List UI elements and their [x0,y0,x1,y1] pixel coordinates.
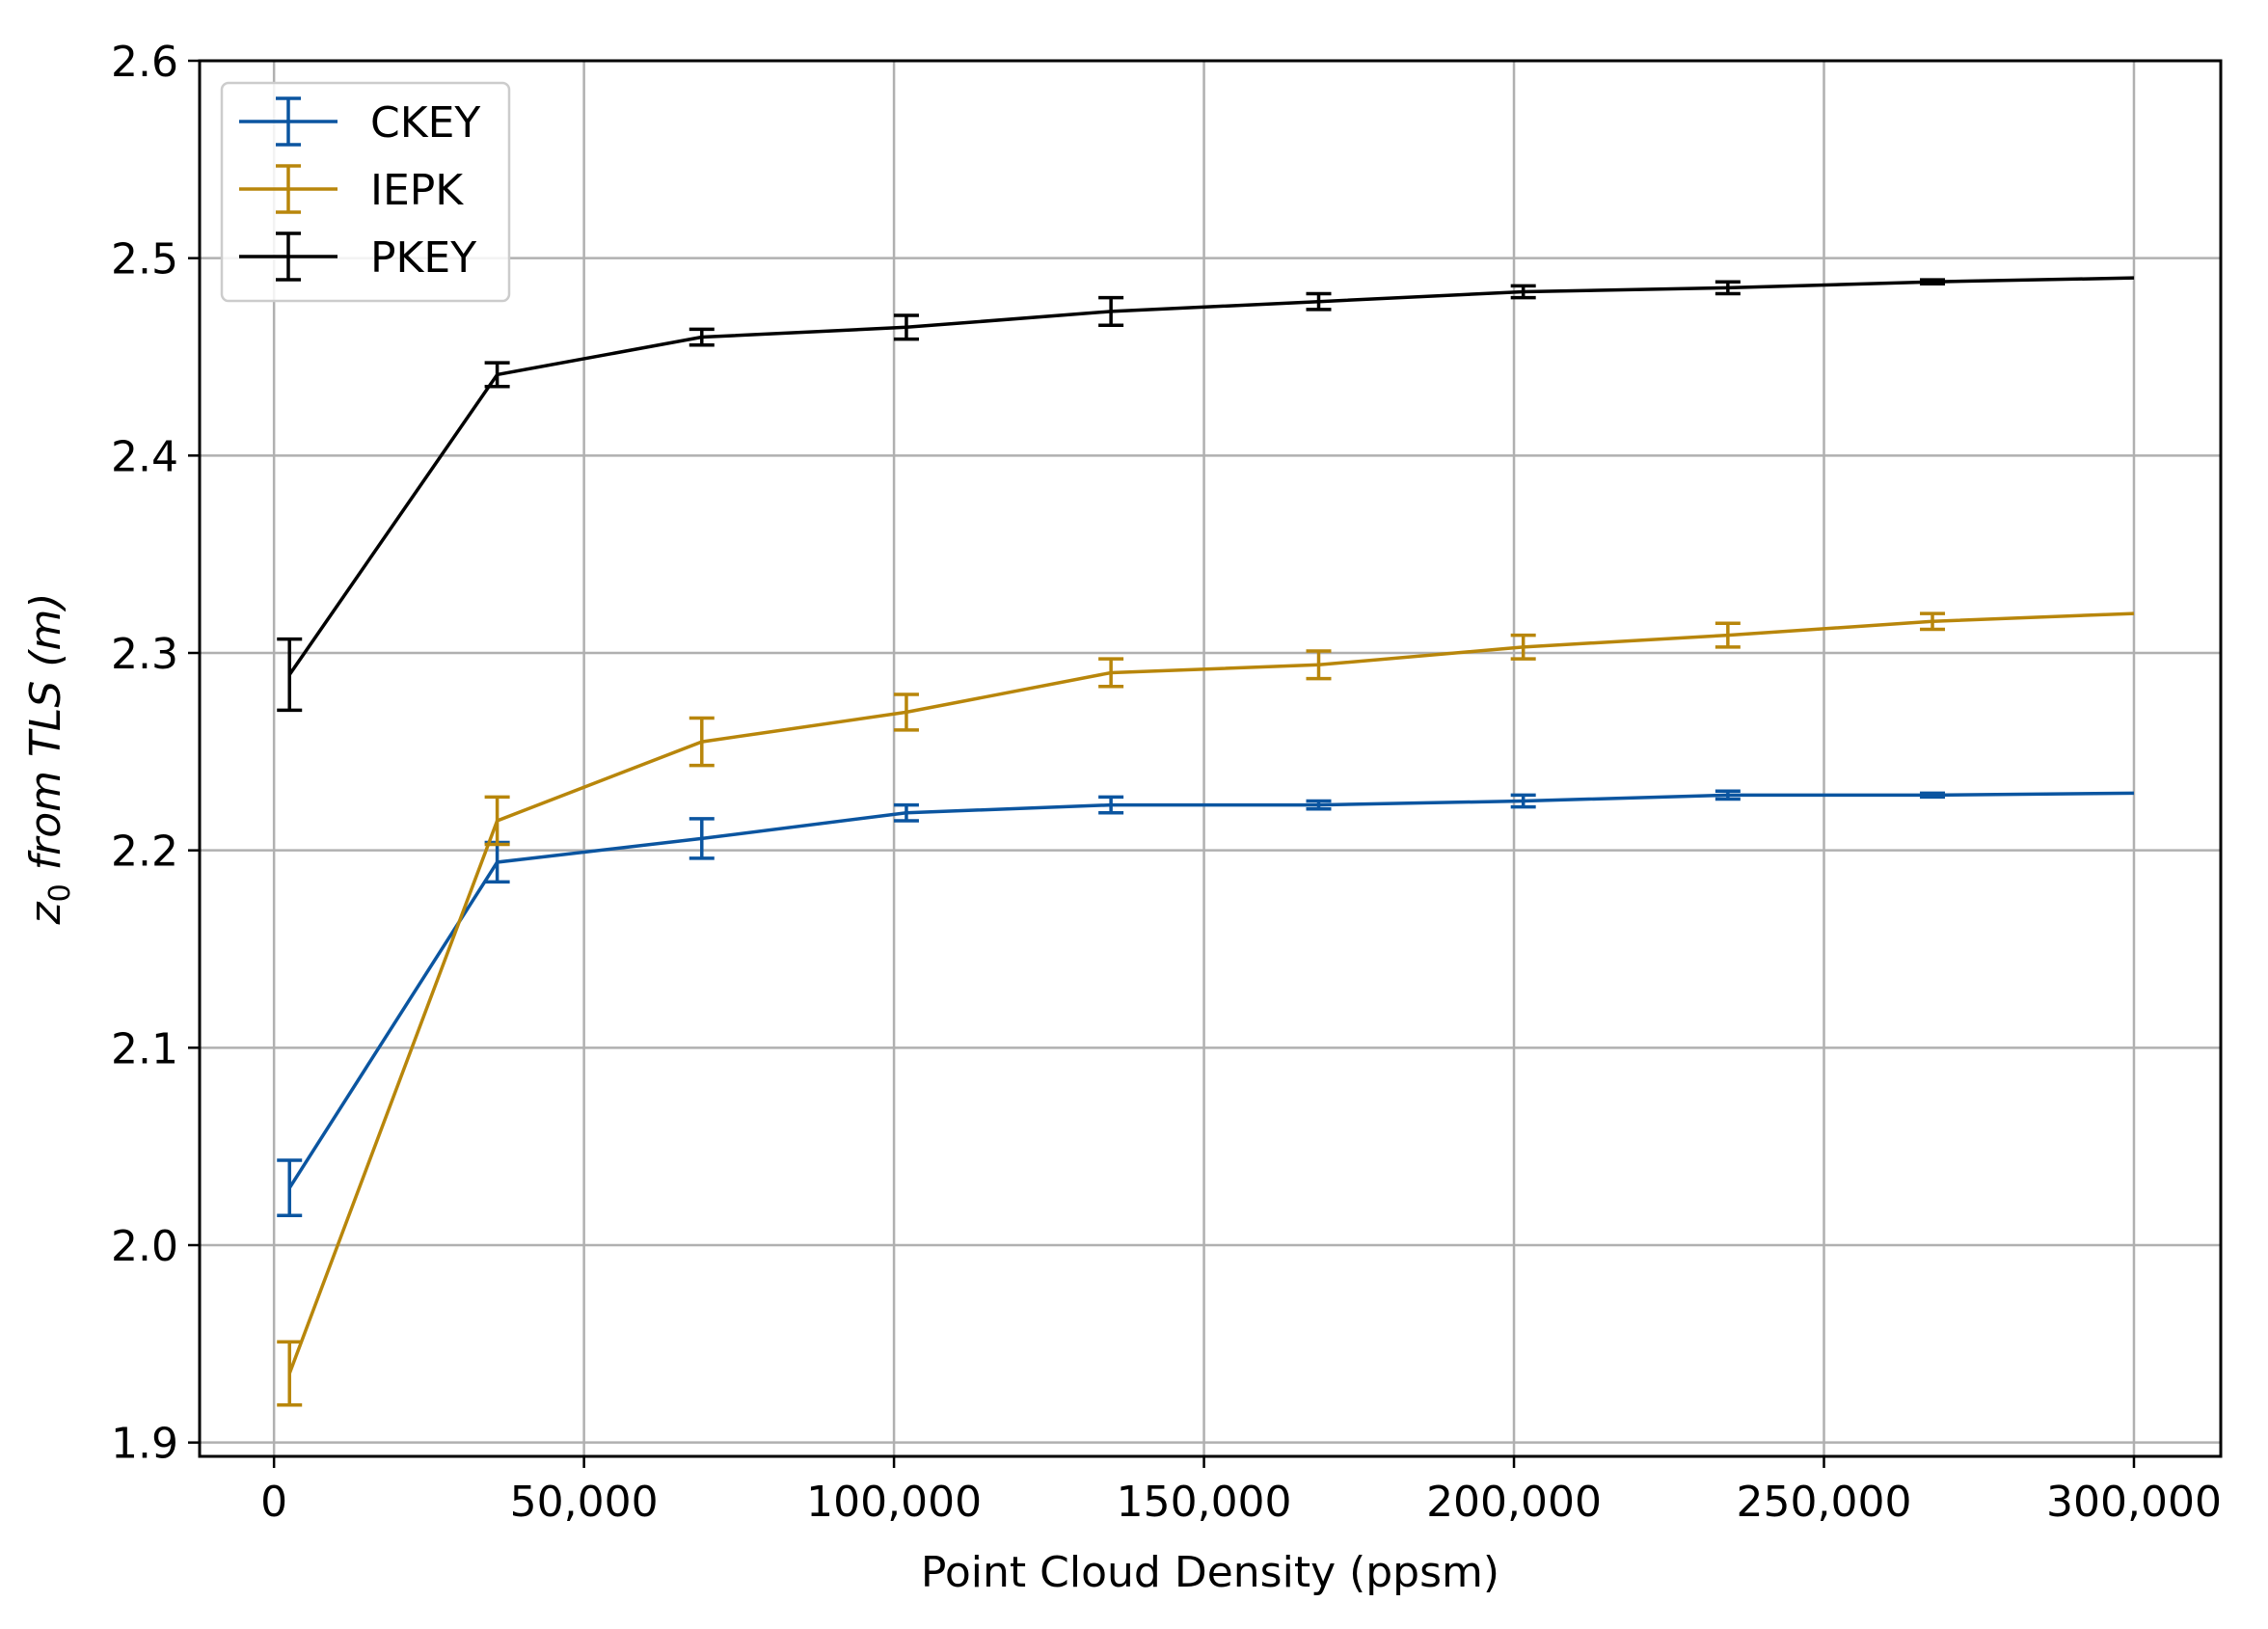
error-bar [1306,649,1332,681]
y-axis-label-subscript: 0 [43,883,77,902]
error-bar [1510,284,1536,300]
y-tick-label: 2.2 [111,828,178,877]
plot-area-frame [198,59,2223,1458]
x-tick-label: 50,000 [510,1478,659,1527]
error-bar [1306,291,1332,312]
series-ckey [277,789,2135,1218]
y-tick-label: 2.6 [111,38,178,87]
y-tick-label: 2.3 [111,630,178,679]
error-bar [1714,621,1741,649]
error-bar [688,716,715,768]
error-bar [1510,793,1536,809]
y-axis-label: z0 from TLS (m) [21,592,77,925]
legend-label: PKEY [370,233,476,283]
x-axis-label: Point Cloud Density (ppsm) [921,1548,1499,1597]
legend: CKEY IEPK PKEY [220,81,511,303]
error-bar [1714,280,1741,296]
series-iepk [277,611,2135,1407]
error-bar [484,361,510,389]
error-bar [688,817,715,860]
error-bar [688,327,715,347]
y-tick-label: 2.1 [111,1024,178,1073]
error-bar [1098,295,1124,328]
y-tick-label: 2.5 [111,235,178,285]
error-bar [893,692,919,732]
error-bar [1920,611,1946,632]
legend-label: CKEY [370,98,480,148]
legend-item-iepk: IEPK [239,164,464,215]
series-line [287,276,2135,676]
x-tick-label: 0 [260,1478,287,1527]
x-tick-label: 150,000 [1117,1478,1292,1527]
error-bar [1098,795,1124,815]
error-bar [277,1340,303,1407]
error-bar [893,313,919,341]
x-tick-label: 300,000 [2046,1478,2222,1527]
series-layer [277,276,2135,1407]
grid [200,59,2221,1456]
error-bar [277,1158,303,1218]
error-bar [277,637,303,713]
legend-item-ckey: CKEY [239,96,480,148]
y-tick-label: 1.9 [111,1420,178,1469]
x-tick-label: 250,000 [1737,1478,1912,1527]
y-tick-label: 2.0 [111,1222,178,1271]
legend-box [220,81,511,303]
axis-ticks: 0 50,000 100,000 150,000 200,000 250,000 300,0… [111,38,2222,1527]
series-pkey [277,276,2135,713]
error-bar [1920,278,1946,286]
error-bar [1510,633,1536,661]
series-line [287,791,2135,1189]
y-axis-label-symbol: z [21,902,70,926]
x-tick-label: 200,000 [1426,1478,1602,1527]
y-tick-label: 2.4 [111,432,178,481]
legend-item-pkey: PKEY [239,231,476,283]
error-bar [1306,799,1332,811]
x-tick-label: 100,000 [806,1478,982,1527]
series-line [287,611,2135,1374]
error-bar [1714,789,1741,801]
legend-label: IEPK [370,166,464,215]
error-bar [484,795,510,847]
y-axis-label-rest: from TLS (m) [21,592,70,883]
error-bar [893,802,919,823]
error-bar [1920,791,1946,800]
error-bar [1098,657,1124,689]
